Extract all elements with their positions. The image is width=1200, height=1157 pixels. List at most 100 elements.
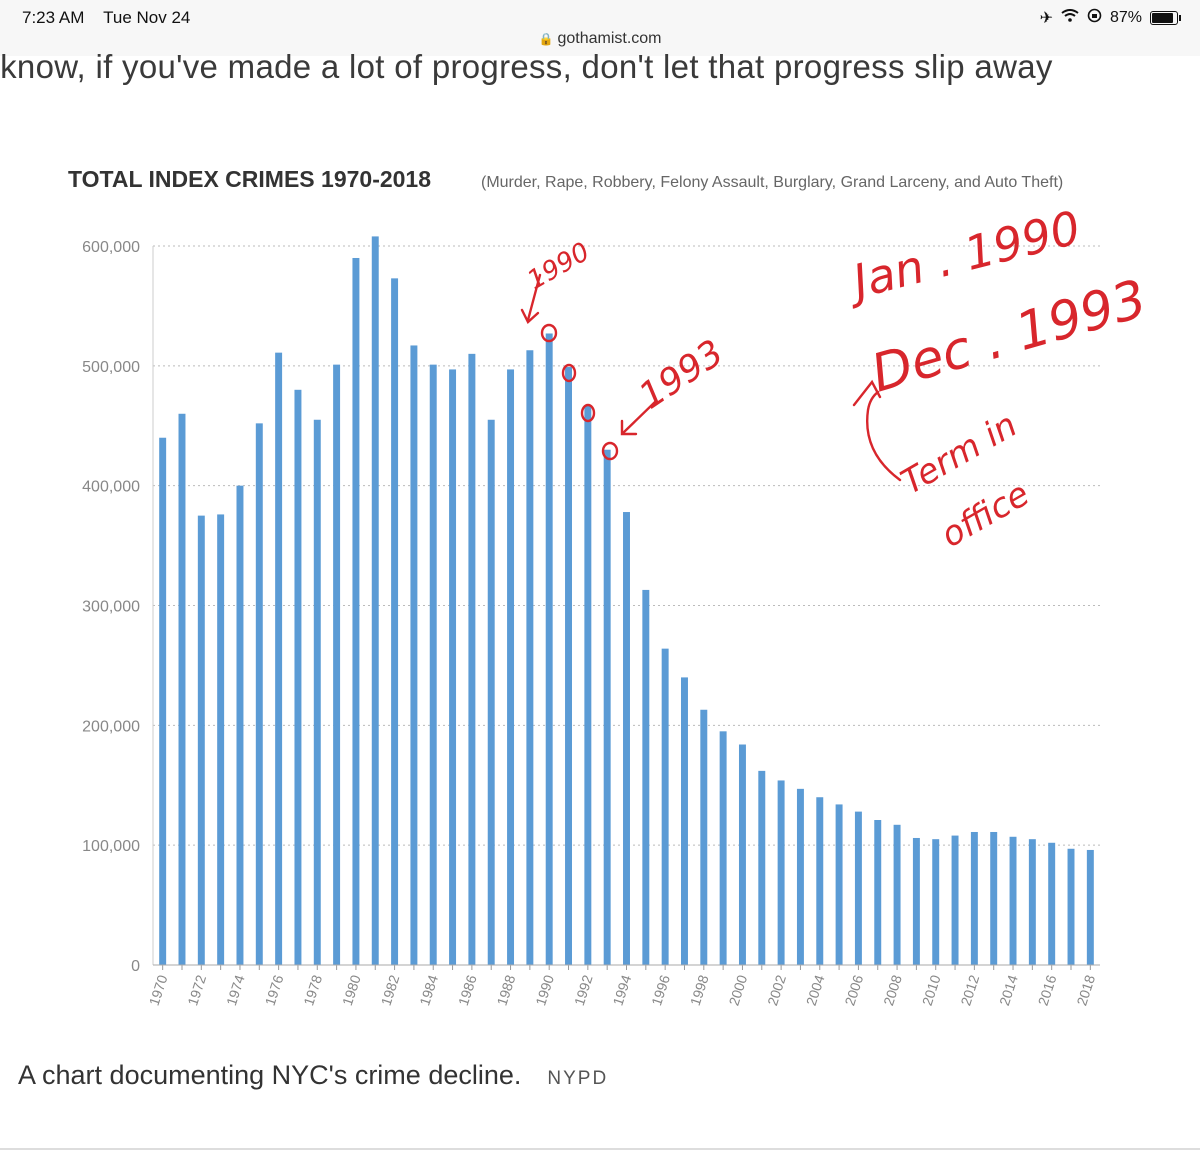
bar-2015	[1028, 839, 1036, 965]
crime-chart: TOTAL INDEX CRIMES 1970-2018 (Murder, Ra…	[68, 166, 1100, 1008]
bar-2002	[777, 780, 785, 965]
bar-2006	[854, 811, 862, 965]
status-indicators: ✈ 87%	[1039, 8, 1181, 28]
bar-2018	[1086, 849, 1094, 965]
bar-1979	[333, 364, 341, 965]
bar-2013	[990, 831, 998, 965]
battery-fill	[1152, 13, 1173, 23]
y-tick-label: 500,000	[82, 359, 140, 376]
chart-subtitle: (Murder, Rape, Robbery, Felony Assault, …	[481, 174, 1063, 191]
x-tick-label: 1974	[223, 973, 248, 1008]
bar-1980	[352, 257, 360, 965]
y-tick-label: 600,000	[82, 239, 140, 256]
url-text: gothamist.com	[557, 30, 662, 47]
bar-1983	[410, 345, 418, 965]
bar-2003	[796, 788, 804, 965]
battery-percent: 87%	[1109, 9, 1142, 26]
x-tick-label: 2002	[764, 973, 789, 1008]
wifi-icon	[1061, 9, 1079, 27]
bar-2014	[1009, 836, 1017, 965]
bar-2008	[893, 824, 901, 965]
bar-1993	[603, 449, 611, 965]
status-time: 7:23 AM Tue Nov 24	[22, 8, 190, 28]
x-tick-label: 2008	[880, 973, 905, 1008]
divider	[0, 1148, 1200, 1150]
bar-1996	[661, 648, 669, 965]
x-tick-label: 2004	[803, 973, 828, 1008]
x-tick-label: 2006	[841, 973, 866, 1008]
bar-1973	[217, 514, 225, 965]
x-tick-label: 1972	[184, 973, 209, 1008]
bar-2001	[758, 770, 766, 965]
x-tick-label: 1996	[648, 973, 673, 1008]
y-tick-label: 300,000	[82, 599, 140, 616]
x-tick-label: 2010	[919, 973, 944, 1008]
y-tick-label: 400,000	[82, 479, 140, 496]
airplane-icon: ✈	[1039, 10, 1053, 27]
x-tick-label: 2012	[957, 973, 982, 1008]
figure-caption: A chart documenting NYC's crime decline.…	[18, 1060, 608, 1091]
bar-1971	[178, 413, 186, 965]
orientation-lock-icon	[1087, 8, 1102, 28]
x-tick-label: 1986	[455, 973, 480, 1008]
chart-title: TOTAL INDEX CRIMES 1970-2018	[68, 166, 431, 192]
x-tick-label: 1976	[262, 973, 287, 1008]
x-tick-label: 1984	[416, 973, 441, 1008]
bar-1991	[565, 367, 572, 965]
battery-icon	[1150, 11, 1181, 25]
x-tick-label: 1982	[378, 973, 403, 1008]
clock: 7:23 AM	[22, 8, 85, 27]
bar-1989	[526, 350, 534, 965]
bar-1984	[429, 364, 437, 965]
bar-2004	[816, 797, 824, 965]
bar-1977	[294, 389, 302, 965]
bar-2000	[738, 744, 746, 965]
y-axis: 0 100,000 200,000 300,000 400,000 500,000 600,…	[82, 239, 154, 975]
bar-1972	[197, 515, 205, 965]
y-tick-label: 200,000	[82, 718, 140, 735]
lock-icon: 🔒	[538, 32, 554, 46]
bar-2010	[932, 839, 940, 965]
bar-1982	[391, 278, 399, 965]
bar-1987	[487, 419, 495, 966]
x-tick-label: 1992	[571, 973, 596, 1008]
bar-1995	[642, 589, 650, 965]
bar-1970	[159, 437, 167, 965]
y-tick-label: 0	[131, 958, 140, 975]
bar-2005	[835, 804, 843, 965]
x-tick-label: 1988	[494, 973, 519, 1008]
bar-1998	[700, 709, 708, 965]
bar-2011	[951, 835, 959, 965]
y-tick-label: 100,000	[82, 838, 140, 855]
bar-1986	[468, 353, 476, 966]
x-tick-label: 1980	[339, 973, 364, 1008]
bar-2017	[1067, 848, 1075, 965]
bar-1981	[371, 236, 379, 965]
photo-credit: NYPD	[547, 1068, 609, 1089]
x-tick-label: 1978	[300, 973, 325, 1008]
article-quote: u know, if you've made a lot of progress…	[0, 48, 1053, 85]
x-axis: 1970 1972 1974 1976 1978 1980 1982 1984 1986 1988…	[146, 964, 1100, 1008]
bar-1992	[584, 405, 592, 966]
bar-1997	[681, 677, 688, 965]
bar-2016	[1048, 842, 1056, 965]
x-tick-label: 2018	[1073, 973, 1098, 1008]
bar-1978	[313, 419, 321, 966]
x-tick-label: 2014	[996, 973, 1021, 1008]
bar-1994	[623, 512, 630, 965]
bar-1990	[545, 333, 553, 965]
bar-2009	[912, 837, 920, 965]
bar-1985	[449, 369, 457, 965]
x-tick-label: 1970	[146, 973, 171, 1008]
address-bar[interactable]: 🔒 gothamist.com	[0, 30, 1200, 48]
x-tick-label: 1994	[610, 973, 635, 1008]
date: Tue Nov 24	[103, 8, 191, 27]
bar-2012	[970, 831, 978, 965]
bar-1974	[236, 485, 244, 965]
x-tick-label: 2016	[1035, 973, 1060, 1008]
bar-1976	[275, 352, 283, 965]
bar-1999	[719, 731, 727, 965]
x-tick-label: 1998	[687, 973, 712, 1008]
x-tick-label: 1990	[532, 973, 557, 1008]
caption-text: A chart documenting NYC's crime decline.	[18, 1060, 522, 1090]
